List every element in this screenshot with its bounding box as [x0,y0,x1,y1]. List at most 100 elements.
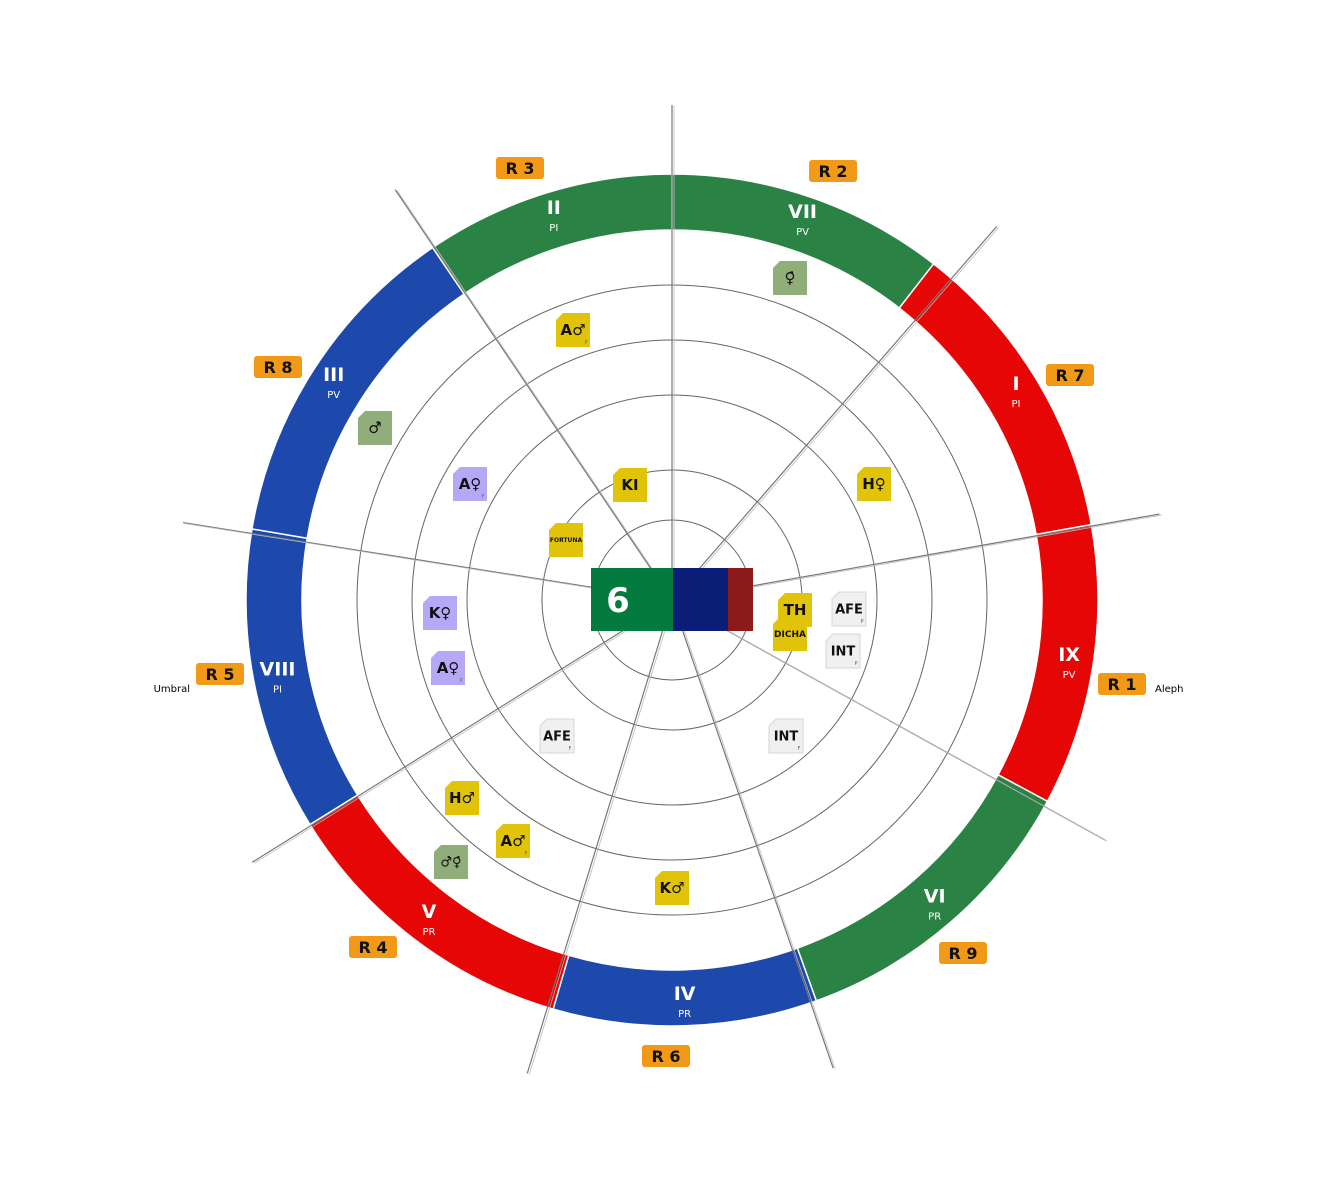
token-tile [358,411,392,445]
center-block: 6 [591,568,753,631]
r-label-text: R 7 [1055,366,1084,385]
token-label: K♂ [659,879,684,897]
token-16: H♂ [445,781,479,815]
spoke-5 [681,628,834,1069]
segment-9: III PV [251,246,466,540]
segment-code: PR [928,911,941,922]
token-sub: P [854,661,857,667]
token-sub: P [860,619,863,625]
token-7: H♀ [857,467,891,501]
r-label-text: R 9 [948,944,977,963]
token-tile [496,824,530,858]
spoke-2 [691,226,998,578]
token-label: DICHA [774,630,806,640]
umbral-label: Umbral [154,684,190,695]
token-tile [857,467,891,501]
segment-2: VII PV [671,173,935,310]
spoke-7 [251,615,647,863]
segment-numeral: IX [1058,644,1080,666]
segment-band [796,773,1049,1002]
r-label-badge [1046,364,1094,386]
token-tile [445,781,479,815]
wheel-spokes [183,105,1162,1075]
spoke-shadow [396,190,658,577]
token-label: INT [774,729,799,744]
segment-7: V PR [308,793,570,1011]
r-label-9: R 8 [254,356,302,378]
token-label: K♀ [429,604,452,622]
r-label-1: R 3 [496,157,544,179]
r-label-text: R 5 [205,665,234,684]
token-6: FORTUNA [549,523,583,557]
token-label: A♂ [560,321,585,339]
token-9: A♀P [431,651,465,685]
token-label: A♂ [500,832,525,850]
segment-5: VI PR [796,773,1049,1002]
r-label-badge [496,157,544,179]
r-label-badge [196,663,244,685]
token-tile [453,467,487,501]
token-tile [434,845,468,879]
segment-numeral: III [323,364,344,386]
token-19: K♂ [655,871,689,905]
token-tile [613,468,647,502]
token-tile [431,651,465,685]
spoke-6 [526,628,664,1074]
token-label: ♂̇ [368,419,381,437]
token-label: INT [831,644,856,659]
segment-3: I PI [898,262,1093,536]
r-label-2: R 2 [809,160,857,182]
wheel-segments: II PI VII PV I PI IX PV VI PR IV PR V PR VIII PI III PV [245,173,1099,1027]
r-label-text: R 2 [818,162,847,181]
spoke-shadow [185,523,645,597]
segment-band [431,173,673,296]
token-tile [655,871,689,905]
r-label-8: R 5 [196,663,244,685]
token-1: ♀̇ [773,261,807,295]
token-2: A♂P [556,313,590,347]
r-label-badge [349,936,397,958]
segment-code: PI [273,684,282,695]
token-label: TH [784,601,807,619]
token-3: ♂̇ [358,411,392,445]
segment-4: IX PV [997,523,1099,803]
spoke-shadow [683,629,836,1070]
tokens: ♀̇A♂P♂̇A♀FKIFORTUNAH♀K♀A♀PAFEFINTFDICHAT… [358,261,891,905]
segment-code: PI [1012,399,1021,410]
token-label: H♂ [449,789,475,807]
segment-numeral: I [1012,373,1019,395]
token-tile [768,718,804,754]
segment-8: VIII PI [245,528,359,826]
token-label: A♀ [459,475,482,493]
token-label: H♀ [862,475,886,493]
r-label-5: R 9 [939,942,987,964]
token-label: AFE [835,602,863,617]
token-tile [825,633,861,669]
segment-6: IV PR [552,947,818,1027]
r-label-badge [809,160,857,182]
segment-numeral: VI [924,885,946,907]
r-labels: R 3 R 2 R 7 R 1 R 9 R 6 R 4 R 5 R 8 [196,157,1146,1067]
segment-band [997,523,1099,803]
segment-numeral: II [547,197,561,219]
segment-code: PV [1063,670,1076,681]
spoke-shadow [700,615,1108,842]
token-sub: F [525,851,528,857]
token-14: AFE P [831,591,867,627]
token-17: A♂F [496,824,530,858]
token-tile [778,593,812,627]
token-18: ♂̇♀̇ [434,845,468,879]
r-label-text: R 6 [651,1047,680,1066]
spoke-shadow [528,629,666,1075]
segment-code: PV [796,227,809,238]
token-label: AFE [543,729,571,744]
spoke-3 [701,513,1160,596]
segment-numeral: VII [788,201,817,223]
spoke-8 [183,521,643,596]
token-4: A♀F [453,467,487,501]
token-sub: F [482,494,485,500]
r-label-4: R 1 [1098,673,1146,695]
token-15: INT P [825,633,861,669]
token-tile [539,718,575,754]
